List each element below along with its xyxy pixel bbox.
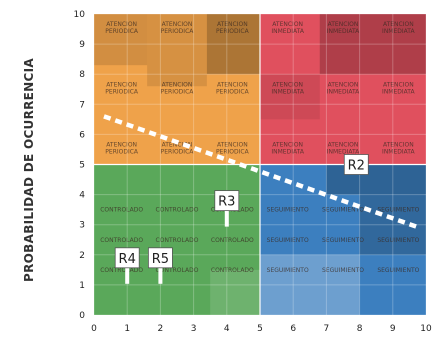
zone-shade	[210, 269, 260, 315]
risk-marker-r2: R2	[343, 154, 369, 175]
cell-label: SEGUIMIENTO	[322, 237, 364, 244]
cell-label: CONTROLADO	[211, 267, 254, 274]
x-tick-label: 7	[324, 324, 330, 334]
y-tick-label: 9	[79, 40, 85, 50]
x-tick-label: 8	[357, 324, 363, 334]
cell-label-layer: ATENCION PERIODICA ATENCION PERIODICA ATENCI…	[100, 21, 419, 274]
zone-shade	[206, 14, 260, 75]
x-tick-label: 5	[257, 324, 263, 334]
risk-marker-stem	[224, 210, 229, 227]
risk-marker-r4: R4	[114, 247, 140, 284]
risk-marker-box	[147, 247, 173, 269]
cell-label: SEGUIMIENTO	[322, 207, 364, 214]
risk-marker-box	[114, 247, 140, 269]
threshold-line	[103, 114, 421, 230]
x-tick-label: 10	[420, 324, 432, 334]
y-tick-label: 2	[79, 251, 85, 261]
cell-label: CONTROLADO	[156, 237, 199, 244]
risk-marker-r5: R5	[147, 247, 173, 284]
risk-marker-box	[214, 190, 240, 212]
zone-shade	[319, 14, 426, 75]
cell-label: ATENCION PERIODICA	[161, 141, 195, 155]
x-tick-label: 6	[290, 324, 296, 334]
cell-label: ATENCION PERIODICA	[105, 21, 139, 35]
cell-label: SEGUIMIENTO	[267, 207, 309, 214]
zone-atencion-inmediata	[260, 14, 426, 165]
x-tick-label: 3	[191, 324, 197, 334]
cell-label: ATENCION INMEDIATA	[382, 21, 415, 35]
threshold-layer	[103, 114, 421, 230]
cell-label: SEGUIMIENTO	[377, 207, 419, 214]
y-tick-label: 5	[79, 161, 85, 171]
zone-seguimiento	[260, 164, 426, 315]
zone-shade	[260, 254, 360, 315]
y-tick-label: 6	[79, 130, 85, 140]
risk-marker-layer: R2 R3 R4 R5	[114, 154, 369, 284]
cell-label: SEGUIMIENTO	[267, 237, 309, 244]
risk-marker-r3: R3	[214, 190, 240, 227]
cell-label: ATENCION INMEDIATA	[382, 141, 415, 155]
cell-label: CONTROLADO	[100, 267, 143, 274]
y-tick-label: 3	[79, 221, 85, 231]
y-tick-label: 4	[79, 191, 85, 201]
risk-marker-label: R2	[348, 159, 365, 174]
risk-marker-label: R4	[119, 252, 136, 267]
risk-marker-label: R3	[218, 195, 235, 210]
cell-label: ATENCION INMEDIATA	[271, 141, 304, 155]
cell-label: ATENCION INMEDIATA	[327, 81, 360, 95]
cell-label: CONTROLADO	[100, 207, 143, 214]
cell-label: CONTROLADO	[156, 207, 199, 214]
x-tick-label: 2	[158, 324, 164, 334]
cell-label: SEGUIMIENTO	[377, 267, 419, 274]
zone-controlado	[94, 164, 260, 315]
cell-label: CONTROLADO	[211, 237, 254, 244]
cell-label: ATENCION INMEDIATA	[382, 81, 415, 95]
cell-label: ATENCION INMEDIATA	[271, 21, 304, 35]
cell-label: SEGUIMIENTO	[322, 267, 364, 274]
cell-label: ATENCION PERIODICA	[216, 141, 250, 155]
y-axis-label: PROBABILIDAD DE OCURRENCIA	[22, 58, 36, 282]
y-tick-label: 10	[74, 10, 86, 20]
zone-shade	[94, 14, 148, 66]
zone-layer	[94, 14, 426, 315]
risk-marker-box	[343, 154, 369, 175]
cell-label: ATENCION INMEDIATA	[327, 141, 360, 155]
y-tick-label: 8	[79, 70, 85, 80]
cell-label: ATENCION INMEDIATA	[327, 21, 360, 35]
cell-label: ATENCION PERIODICA	[105, 81, 139, 95]
y-tick-label: 7	[79, 100, 85, 110]
zone-shade	[147, 14, 207, 87]
cell-label: SEGUIMIENTO	[267, 267, 309, 274]
cell-label: ATENCION PERIODICA	[216, 21, 250, 35]
cell-label: ATENCION PERIODICA	[216, 81, 250, 95]
cell-label: CONTROLADO	[156, 267, 199, 274]
zone-atencion-periodica	[94, 14, 260, 165]
cell-label: CONTROLADO	[100, 237, 143, 244]
risk-marker-label: R5	[152, 252, 169, 267]
cell-label: ATENCION PERIODICA	[161, 81, 195, 95]
x-tick-label: 0	[91, 324, 97, 334]
cell-label: SEGUIMIENTO	[377, 237, 419, 244]
y-tick-label: 0	[79, 311, 85, 321]
cell-label: ATENCION PERIODICA	[105, 141, 139, 155]
zone-shade	[326, 164, 426, 195]
x-tick-label: 9	[390, 324, 396, 334]
cell-label: ATENCION INMEDIATA	[271, 81, 304, 95]
cell-label: ATENCION PERIODICA	[161, 21, 195, 35]
risk-marker-stem	[158, 267, 163, 284]
risk-marker-stem	[125, 267, 130, 284]
x-tick-label: 1	[124, 324, 130, 334]
x-tick-label: 4	[224, 324, 230, 334]
zone-shade	[260, 74, 320, 120]
y-tick-label: 1	[79, 281, 85, 291]
